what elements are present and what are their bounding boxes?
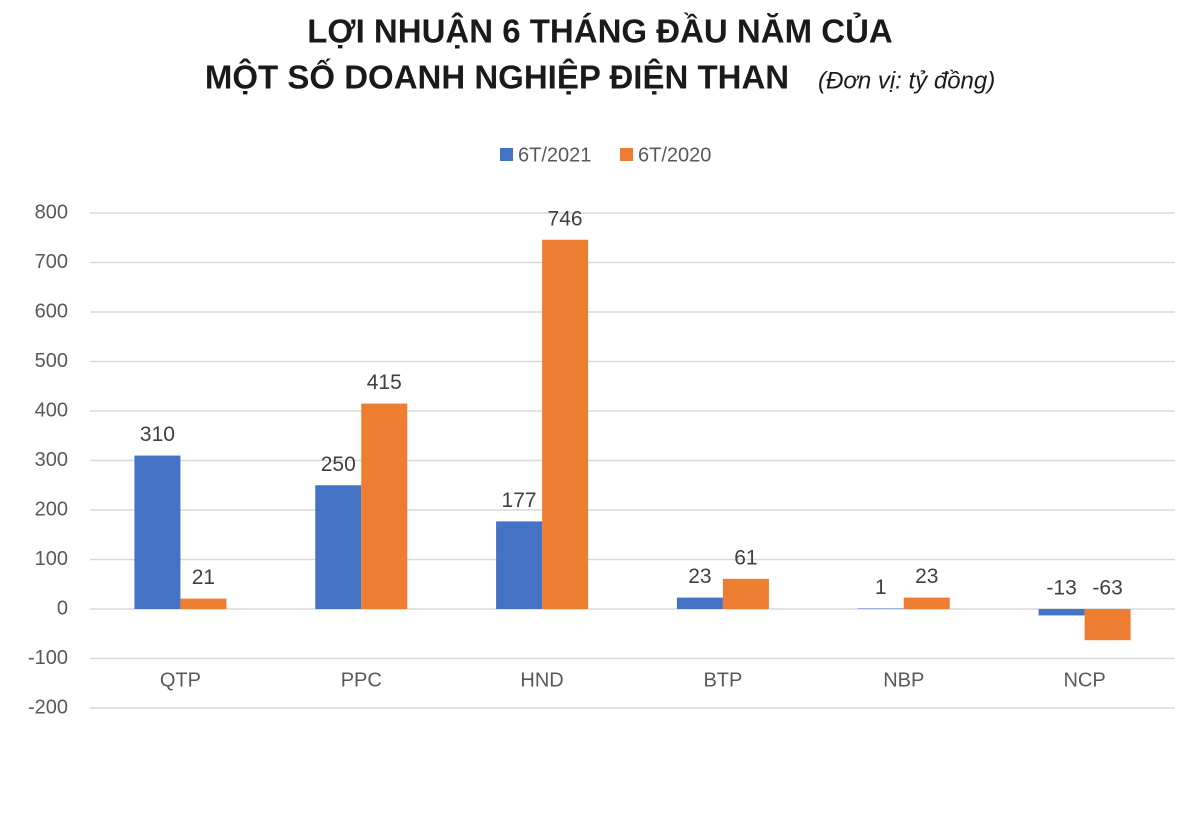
bar	[315, 485, 362, 609]
data-label: 415	[367, 371, 402, 394]
y-tick-label: 400	[35, 399, 68, 421]
bar	[542, 239, 589, 610]
data-label: 21	[192, 566, 215, 589]
legend-label: 6T/2021	[518, 144, 591, 166]
unit-note: (Đơn vị: tỷ đồng)	[818, 67, 995, 94]
x-tick-label: NCP	[1063, 669, 1105, 691]
bar	[722, 578, 769, 609]
x-tick-label: NBP	[883, 669, 924, 691]
chart-title: LỢI NHUẬN 6 THÁNG ĐẦU NĂM CỦA	[307, 13, 892, 50]
data-label: 310	[140, 423, 175, 446]
legend-swatch	[500, 148, 513, 161]
legend-swatch	[620, 148, 633, 161]
data-label: 746	[548, 207, 583, 230]
data-label: -13	[1046, 577, 1076, 600]
data-label: -63	[1092, 577, 1122, 600]
data-label: 250	[321, 453, 356, 476]
y-tick-label: 0	[57, 597, 68, 619]
bar	[361, 403, 408, 609]
bar	[180, 598, 227, 609]
data-label: 23	[688, 565, 711, 588]
y-tick-label: 300	[35, 449, 68, 471]
y-tick-label: -200	[28, 696, 68, 718]
y-tick-label: 700	[35, 251, 68, 273]
y-tick-label: 800	[35, 201, 68, 223]
data-label: 23	[915, 565, 938, 588]
x-tick-label: QTP	[160, 669, 201, 691]
bar	[1084, 609, 1131, 641]
bar	[903, 597, 950, 609]
y-tick-label: 200	[35, 498, 68, 520]
x-tick-label: PPC	[341, 669, 382, 691]
legend-label: 6T/2020	[638, 144, 711, 166]
x-tick-label: BTP	[703, 669, 742, 691]
data-label: 61	[734, 546, 757, 569]
data-label: 177	[502, 489, 537, 512]
y-tick-label: -100	[28, 647, 68, 669]
y-tick-label: 600	[35, 300, 68, 322]
x-tick-label: HND	[520, 669, 563, 691]
bar	[496, 521, 543, 609]
bar	[134, 455, 181, 609]
bar	[676, 597, 723, 609]
chart-title: MỘT SỐ DOANH NGHIỆP ĐIỆN THAN	[205, 58, 789, 96]
data-label: 1	[875, 576, 887, 599]
bar	[1038, 609, 1085, 616]
y-tick-label: 500	[35, 350, 68, 372]
y-tick-label: 100	[35, 548, 68, 570]
